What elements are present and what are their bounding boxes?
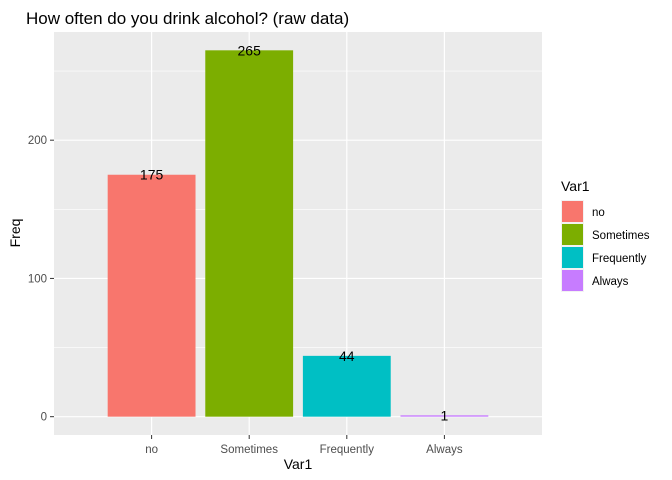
- x-tick-label: Always: [426, 444, 463, 456]
- data-label: 44: [339, 348, 355, 364]
- bar-always: [400, 415, 489, 417]
- x-tick-label: Sometimes: [220, 444, 278, 456]
- y-axis: 0 100 200: [28, 135, 54, 424]
- legend-label: Always: [592, 276, 629, 288]
- x-axis: no Sometimes Frequently Always: [145, 435, 463, 456]
- bars: [107, 50, 489, 417]
- x-tick-label: no: [145, 444, 158, 456]
- data-labels: 175 265 44 1: [140, 42, 449, 423]
- bar-sometimes: [205, 50, 294, 417]
- bar-frequently: [302, 355, 391, 417]
- y-axis-title: Freq: [7, 219, 23, 248]
- data-label: 265: [238, 42, 262, 58]
- y-tick-label: 100: [28, 273, 47, 285]
- data-label: 175: [140, 167, 164, 183]
- legend-swatch-frequently: [562, 247, 583, 268]
- legend-swatch-sometimes: [562, 224, 583, 245]
- legend-label: no: [592, 207, 605, 219]
- legend-label: Frequently: [592, 253, 647, 265]
- legend-swatch-no: [562, 201, 583, 222]
- data-label: 1: [441, 407, 449, 423]
- x-axis-title: Var1: [284, 456, 313, 472]
- y-tick-label: 0: [41, 412, 47, 424]
- bar-no: [107, 174, 196, 417]
- x-tick-label: Frequently: [320, 444, 375, 456]
- legend-label: Sometimes: [592, 230, 650, 242]
- legend-title: Var1: [561, 178, 590, 194]
- y-tick-label: 200: [28, 135, 47, 147]
- chart-title: How often do you drink alcohol? (raw dat…: [26, 9, 349, 28]
- legend-swatch-always: [562, 270, 583, 291]
- legend: Var1 no Sometimes Frequently Always: [561, 178, 650, 292]
